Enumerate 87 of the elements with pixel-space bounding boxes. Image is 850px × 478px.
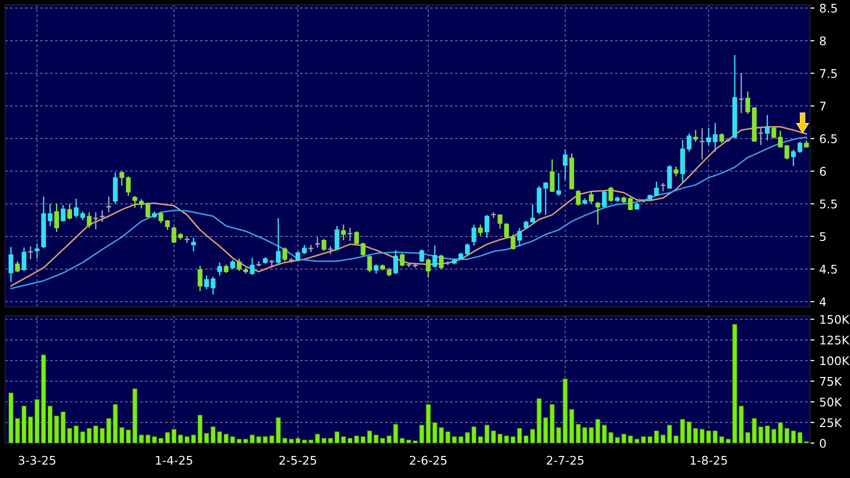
- candlestick: [334, 225, 340, 251]
- candlestick: [282, 246, 288, 262]
- candlestick: [256, 260, 262, 268]
- candlestick: [693, 129, 698, 142]
- x-tick-label: 1-8-25: [690, 456, 727, 465]
- candlestick: [374, 264, 378, 274]
- candlestick: [764, 114, 770, 142]
- candlestick: [595, 201, 600, 226]
- candlestick: [348, 227, 352, 242]
- candlestick: [230, 259, 236, 270]
- candlestick: [276, 218, 281, 264]
- y-tick-label: 8: [820, 36, 826, 46]
- y-tick-label: 4.5: [820, 264, 837, 274]
- candlestick: [236, 258, 242, 272]
- candlestick: [608, 186, 614, 202]
- candlestick: [146, 202, 150, 218]
- x-tick-label: 3-3-25: [18, 456, 56, 465]
- candlestick: [400, 252, 405, 268]
- candlestick: [674, 166, 678, 178]
- candlestick: [517, 227, 522, 247]
- candlestick: [217, 262, 222, 276]
- candlestick: [576, 189, 581, 206]
- candlestick: [60, 204, 66, 222]
- y-tick-label: 125K: [820, 336, 850, 345]
- y-tick-label: 4: [820, 298, 826, 306]
- y-tick-label: 8.5: [820, 4, 837, 13]
- candlestick: [719, 132, 724, 144]
- candlestick: [706, 127, 712, 146]
- candlestick: [119, 170, 124, 186]
- candlestick: [478, 224, 483, 236]
- candlestick: [106, 196, 112, 213]
- candlestick: [302, 244, 307, 255]
- y-tick-label: 7: [820, 102, 826, 110]
- y-tick-label: 6.5: [820, 134, 837, 144]
- candlestick: [367, 254, 372, 273]
- candlestick: [54, 203, 59, 232]
- candlestick: [132, 195, 138, 208]
- x-tick-label: 2-7-25: [546, 456, 584, 465]
- candlestick: [139, 198, 144, 209]
- y-tick-label: 75K: [820, 377, 842, 386]
- candlestick: [550, 158, 555, 193]
- y-tick-label: 0: [820, 438, 826, 448]
- candlestick: [712, 122, 718, 152]
- candlestick: [86, 212, 92, 229]
- x-tick-label: 2-5-25: [279, 456, 316, 465]
- candlestick: [432, 244, 438, 268]
- candlestick: [67, 203, 72, 220]
- candlestick: [341, 224, 346, 241]
- candlestick: [315, 236, 320, 248]
- candlestick: [112, 172, 118, 204]
- y-tick-label: 7.5: [820, 69, 837, 78]
- y-tick-label: 50K: [820, 398, 842, 406]
- candlestick: [562, 149, 568, 180]
- candlestick: [419, 248, 424, 262]
- y-tick-label: 25K: [820, 418, 842, 428]
- candlestick: [588, 190, 594, 204]
- candlestick: [771, 126, 776, 140]
- y-tick-label: 6: [820, 166, 826, 176]
- candlestick: [498, 214, 502, 230]
- y-tick-label: 5: [820, 232, 826, 242]
- candlestick: [250, 257, 255, 276]
- x-tick-label: 1-4-25: [156, 456, 192, 465]
- y-tick-label: 5.5: [820, 200, 837, 208]
- candlestick: [602, 190, 607, 208]
- candlestick: [28, 246, 33, 260]
- y-tick-label: 100K: [820, 356, 850, 366]
- candlestick: [34, 242, 40, 260]
- candlestick: [484, 214, 490, 238]
- candlestick: [74, 198, 79, 218]
- candlestick: [15, 260, 20, 273]
- candlestick: [22, 246, 26, 272]
- candlestick: [126, 176, 131, 197]
- candlestick: [198, 265, 202, 292]
- candlestick: [322, 238, 326, 252]
- candlestick: [426, 258, 431, 278]
- candlestick: [8, 246, 14, 283]
- candlestick: [556, 172, 562, 197]
- x-tick-label: 2-6-25: [410, 456, 447, 465]
- candlestick: [438, 254, 444, 270]
- candlestick: [191, 237, 196, 252]
- candlestick: [745, 90, 750, 114]
- y-tick-label: 150K: [820, 314, 850, 324]
- candlestick: [393, 249, 398, 275]
- candlestick: [295, 250, 300, 262]
- candlestick: [667, 164, 672, 190]
- candlestick: [543, 182, 548, 216]
- candlestick: [472, 224, 476, 246]
